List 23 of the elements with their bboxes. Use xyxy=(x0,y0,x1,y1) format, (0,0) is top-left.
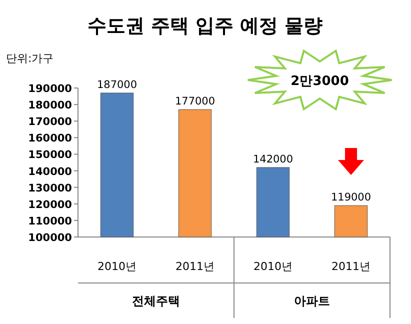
y-tick-label: 120000 xyxy=(28,198,72,211)
y-tick-label: 190000 xyxy=(28,83,72,95)
data-label: 119000 xyxy=(330,192,372,204)
y-tick-label: 140000 xyxy=(28,166,72,178)
data-label: 142000 xyxy=(252,153,294,166)
x-tick-label: 2011년 xyxy=(332,260,370,273)
text: 아파트 xyxy=(294,294,330,308)
x-tick-label: 2011년 xyxy=(176,260,214,273)
y-tick-label: 110000 xyxy=(28,215,72,228)
y-tick-label: 170000 xyxy=(28,116,72,128)
annotation: 2만3000 xyxy=(290,74,349,89)
y-tick-label: 100000 xyxy=(28,232,72,244)
y-tick-label: 130000 xyxy=(28,182,72,194)
data-label: 187000 xyxy=(96,78,138,91)
x-tick-label: 2010년 xyxy=(254,260,292,273)
y-tick-label: 160000 xyxy=(28,132,72,145)
text: 전체주택 xyxy=(132,294,180,308)
y-axis-title: 단위:가구 xyxy=(6,52,54,65)
y-tick-label: 180000 xyxy=(28,100,72,112)
data-label: 177000 xyxy=(174,96,216,108)
chart-title: 수도권 주택 입주 예정 물량 xyxy=(87,15,323,37)
x-tick-label: 2010년 xyxy=(98,260,136,273)
y-tick-label: 150000 xyxy=(28,149,72,162)
